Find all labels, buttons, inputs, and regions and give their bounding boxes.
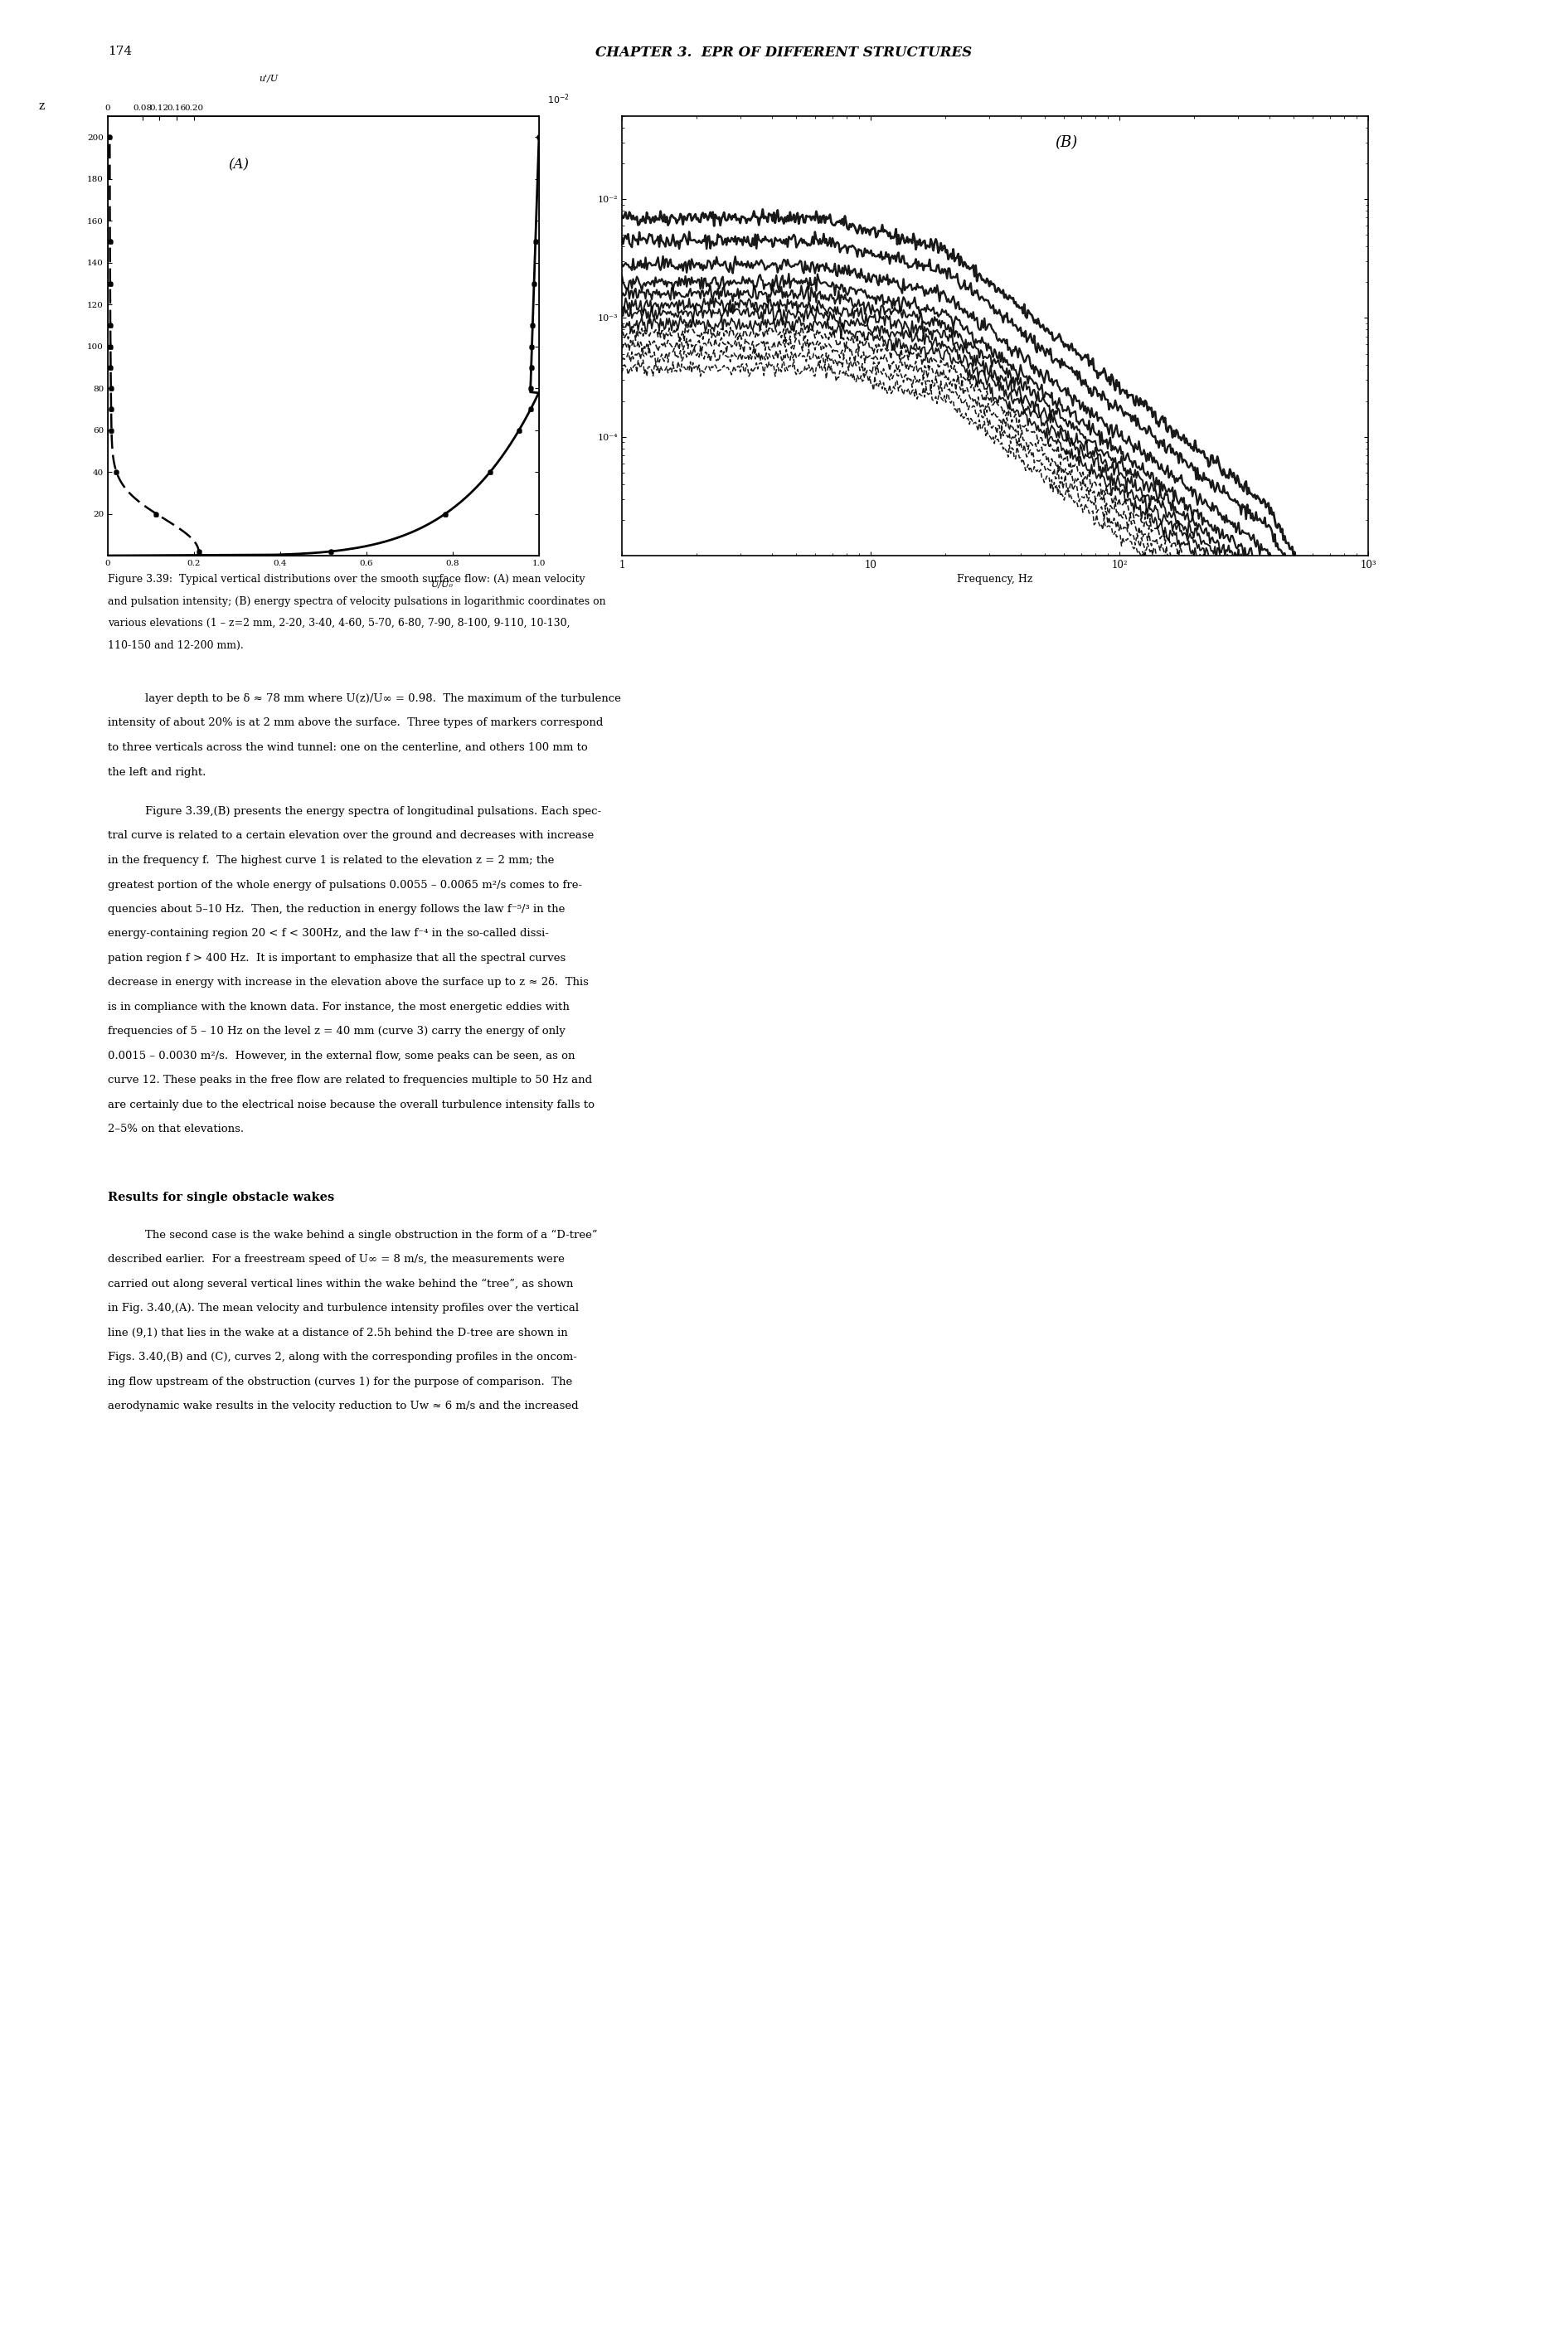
Text: greatest portion of the whole energy of pulsations 0.0055 – 0.0065 m²/s comes to: greatest portion of the whole energy of …	[108, 879, 582, 891]
X-axis label: Frequency, Hz: Frequency, Hz	[956, 574, 1033, 585]
Text: 0.0015 – 0.0030 m²/s.  However, in the external flow, some peaks can be seen, as: 0.0015 – 0.0030 m²/s. However, in the ex…	[108, 1051, 575, 1060]
Text: line (9,1) that lies in the wake at a distance of 2.5h behind the D-tree are sho: line (9,1) that lies in the wake at a di…	[108, 1328, 568, 1338]
Text: The second case is the wake behind a single obstruction in the form of a “D-tree: The second case is the wake behind a sin…	[146, 1230, 597, 1241]
Text: decrease in energy with increase in the elevation above the surface up to z ≈ 2δ: decrease in energy with increase in the …	[108, 978, 588, 987]
Text: Figure 3.39,(B) presents the energy spectra of longitudinal pulsations. Each spe: Figure 3.39,(B) presents the energy spec…	[146, 806, 601, 816]
Text: intensity of about 20% is at 2 mm above the surface.  Three types of markers cor: intensity of about 20% is at 2 mm above …	[108, 717, 604, 729]
Text: 2–5% on that elevations.: 2–5% on that elevations.	[108, 1124, 245, 1136]
Text: Figs. 3.40,(B) and (C), curves 2, along with the corresponding profiles in the o: Figs. 3.40,(B) and (C), curves 2, along …	[108, 1352, 577, 1364]
Text: ing flow upstream of the obstruction (curves 1) for the purpose of comparison.  : ing flow upstream of the obstruction (cu…	[108, 1378, 572, 1387]
Text: energy-containing region 20 < f < 300Hz, and the law f⁻⁴ in the so-called dissi-: energy-containing region 20 < f < 300Hz,…	[108, 929, 549, 938]
Text: to three verticals across the wind tunnel: one on the centerline, and others 100: to three verticals across the wind tunne…	[108, 743, 588, 752]
Text: 174: 174	[108, 45, 132, 56]
Text: 110-150 and 12-200 mm).: 110-150 and 12-200 mm).	[108, 639, 243, 651]
Text: Figure 3.39:  Typical vertical distributions over the smooth surface flow: (A) m: Figure 3.39: Typical vertical distributi…	[108, 574, 585, 585]
Text: is in compliance with the known data. For instance, the most energetic eddies wi: is in compliance with the known data. Fo…	[108, 1002, 569, 1013]
Text: are certainly due to the electrical noise because the overall turbulence intensi: are certainly due to the electrical nois…	[108, 1100, 594, 1110]
Text: the left and right.: the left and right.	[108, 766, 205, 778]
Text: u'/U: u'/U	[259, 75, 278, 82]
Text: aerodynamic wake results in the velocity reduction to Uw ≈ 6 m/s and the increas: aerodynamic wake results in the velocity…	[108, 1401, 579, 1413]
Text: curve 12. These peaks in the free flow are related to frequencies multiple to 50: curve 12. These peaks in the free flow a…	[108, 1074, 593, 1086]
Text: layer depth to be δ ≈ 78 mm where U(z)/U∞ = 0.98.  The maximum of the turbulence: layer depth to be δ ≈ 78 mm where U(z)/U…	[146, 694, 621, 703]
Text: frequencies of 5 – 10 Hz on the level z = 40 mm (curve 3) carry the energy of on: frequencies of 5 – 10 Hz on the level z …	[108, 1027, 566, 1037]
Text: CHAPTER 3.  EPR OF DIFFERENT STRUCTURES: CHAPTER 3. EPR OF DIFFERENT STRUCTURES	[596, 45, 972, 59]
Text: tral curve is related to a certain elevation over the ground and decreases with : tral curve is related to a certain eleva…	[108, 830, 594, 842]
Text: quencies about 5–10 Hz.  Then, the reduction in energy follows the law f⁻⁵/³ in : quencies about 5–10 Hz. Then, the reduct…	[108, 903, 564, 915]
Text: and pulsation intensity; (B) energy spectra of velocity pulsations in logarithmi: and pulsation intensity; (B) energy spec…	[108, 595, 605, 607]
Text: various elevations (1 – z=2 mm, 2-20, 3-40, 4-60, 5-70, 6-80, 7-90, 8-100, 9-110: various elevations (1 – z=2 mm, 2-20, 3-…	[108, 618, 571, 628]
Text: z: z	[39, 101, 45, 113]
Text: described earlier.  For a freestream speed of U∞ = 8 m/s, the measurements were: described earlier. For a freestream spee…	[108, 1255, 564, 1265]
Text: in the frequency f.  The highest curve 1 is related to the elevation z = 2 mm; t: in the frequency f. The highest curve 1 …	[108, 856, 554, 865]
Text: Results for single obstacle wakes: Results for single obstacle wakes	[108, 1192, 334, 1204]
Text: (A): (A)	[229, 158, 249, 172]
Text: (B): (B)	[1055, 136, 1077, 150]
Text: pation region f > 400 Hz.  It is important to emphasize that all the spectral cu: pation region f > 400 Hz. It is importan…	[108, 952, 566, 964]
Text: carried out along several vertical lines within the wake behind the “tree”, as s: carried out along several vertical lines…	[108, 1279, 574, 1291]
Text: U/U₀: U/U₀	[431, 581, 453, 588]
Text: in Fig. 3.40,(A). The mean velocity and turbulence intensity profiles over the v: in Fig. 3.40,(A). The mean velocity and …	[108, 1302, 579, 1314]
Text: $10^{-2}$: $10^{-2}$	[547, 92, 569, 106]
